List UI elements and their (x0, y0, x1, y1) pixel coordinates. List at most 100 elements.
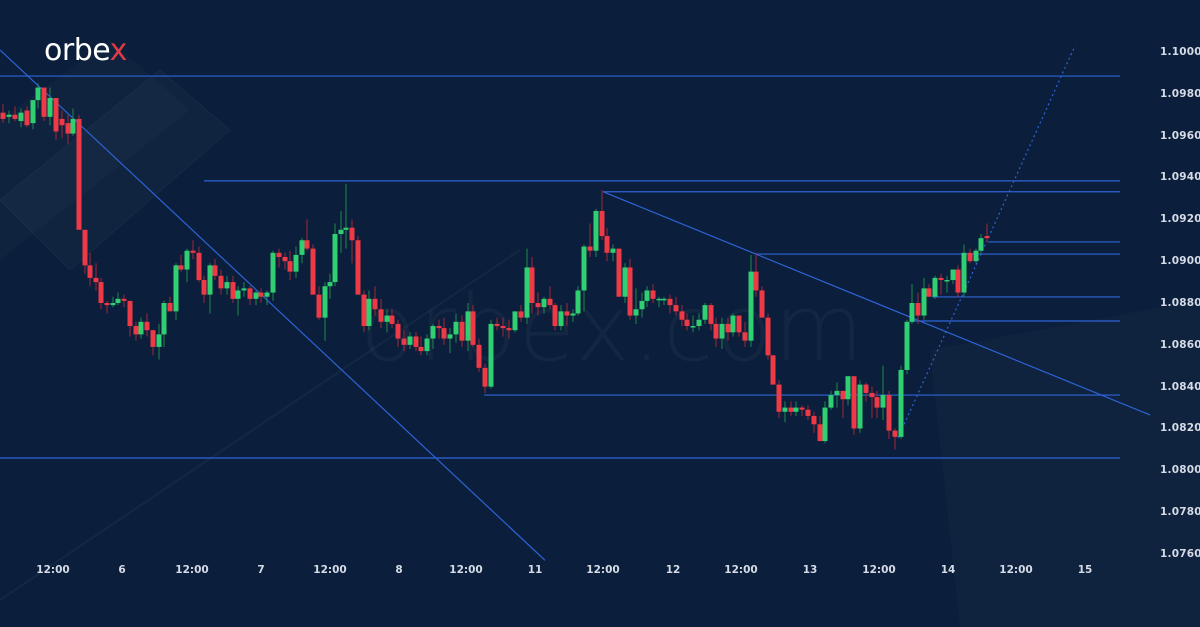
candle-body (235, 290, 241, 299)
candle-body (127, 300, 133, 327)
candle-body (788, 407, 794, 412)
candle-body (748, 271, 754, 341)
candle-body (372, 298, 378, 310)
time-tick-label: 12:00 (36, 564, 70, 576)
candle-body (558, 311, 564, 327)
candle-body (552, 305, 558, 327)
candle-body (161, 303, 167, 335)
candle-body (104, 303, 110, 306)
candle-body (110, 303, 116, 306)
candle-body (973, 250, 979, 262)
candle-body (24, 110, 30, 126)
candle-body (355, 240, 361, 295)
candle-body (0, 112, 6, 119)
candle-body (430, 326, 436, 339)
candle-body (447, 334, 453, 339)
candle-body (282, 256, 288, 262)
candle-body (926, 288, 932, 297)
candle-body (47, 98, 53, 117)
candle-body (378, 309, 384, 322)
candle-body (713, 323, 719, 339)
candle-body (622, 267, 628, 297)
candle-body (610, 248, 616, 253)
candle-body (863, 384, 869, 393)
candle-body (932, 277, 938, 297)
candle-body (782, 407, 788, 412)
candle-body (581, 246, 587, 291)
candle-body (500, 326, 506, 329)
candle-body (708, 305, 714, 324)
candle-body (616, 248, 622, 297)
candle-body (950, 269, 956, 280)
candle-body (293, 254, 299, 272)
candle-body (898, 369, 904, 437)
candle-body (587, 246, 593, 251)
candle-body (247, 288, 253, 299)
candle-body (366, 298, 372, 327)
candle-body (673, 305, 679, 312)
candle-body (892, 430, 898, 437)
candle-body (811, 415, 817, 425)
candle-body (133, 326, 139, 335)
candle-body (547, 298, 553, 306)
candle-body (961, 252, 967, 293)
candle-body (776, 384, 782, 412)
candle-body (384, 315, 390, 322)
candle-body (413, 336, 419, 347)
candle-body (719, 323, 725, 339)
candle-body (702, 305, 708, 320)
candle-body (593, 210, 599, 251)
candle-body (604, 236, 610, 253)
candle-body (201, 279, 207, 295)
candle-body (915, 303, 921, 316)
candle-body (535, 303, 541, 308)
candle-body (389, 315, 395, 324)
candle-body (851, 376, 857, 429)
candle-body (453, 321, 459, 335)
price-tick-label: 1.08600 (1160, 338, 1200, 351)
time-tick-label: 14 (940, 564, 956, 576)
time-tick-label: 12:00 (999, 564, 1033, 576)
candle-body (476, 344, 482, 368)
candle-body (343, 227, 349, 230)
candle-body (332, 233, 338, 283)
time-tick-label: 12:00 (586, 564, 620, 576)
candle-body (978, 238, 984, 251)
candle-body (59, 118, 65, 126)
price-tick-label: 1.08400 (1160, 380, 1200, 393)
candle-body (944, 279, 950, 282)
candle-body (418, 346, 424, 352)
logo-text: orbe (44, 33, 110, 68)
candle-body (639, 300, 645, 310)
candle-body (886, 395, 892, 431)
candle-body (241, 288, 247, 291)
candle-body (41, 87, 47, 117)
price-tick-label: 1.09800 (1160, 87, 1200, 100)
candle-body (465, 311, 471, 341)
candle-body (436, 326, 442, 329)
price-tick-label: 1.09000 (1160, 255, 1200, 268)
candle-body (650, 290, 656, 299)
price-tick-label: 1.07600 (1160, 547, 1200, 560)
candle-body (869, 392, 875, 398)
candle-body (349, 227, 355, 241)
candle-body (30, 100, 36, 124)
candle-body (938, 277, 944, 280)
candle-body (207, 265, 213, 295)
candle-body (361, 294, 367, 327)
candle-body (834, 390, 840, 396)
candle-body (264, 292, 270, 297)
candle-body (967, 252, 973, 262)
price-tick-label: 1.08800 (1160, 296, 1200, 309)
candle-body (725, 323, 731, 333)
candle-body (316, 294, 322, 318)
candle-body (167, 303, 173, 312)
candle-body (799, 407, 805, 410)
candle-body (667, 298, 673, 306)
price-tick-label: 1.09600 (1160, 129, 1200, 142)
candle-body (518, 311, 524, 318)
candle-body (880, 395, 886, 408)
candle-body (984, 236, 990, 239)
